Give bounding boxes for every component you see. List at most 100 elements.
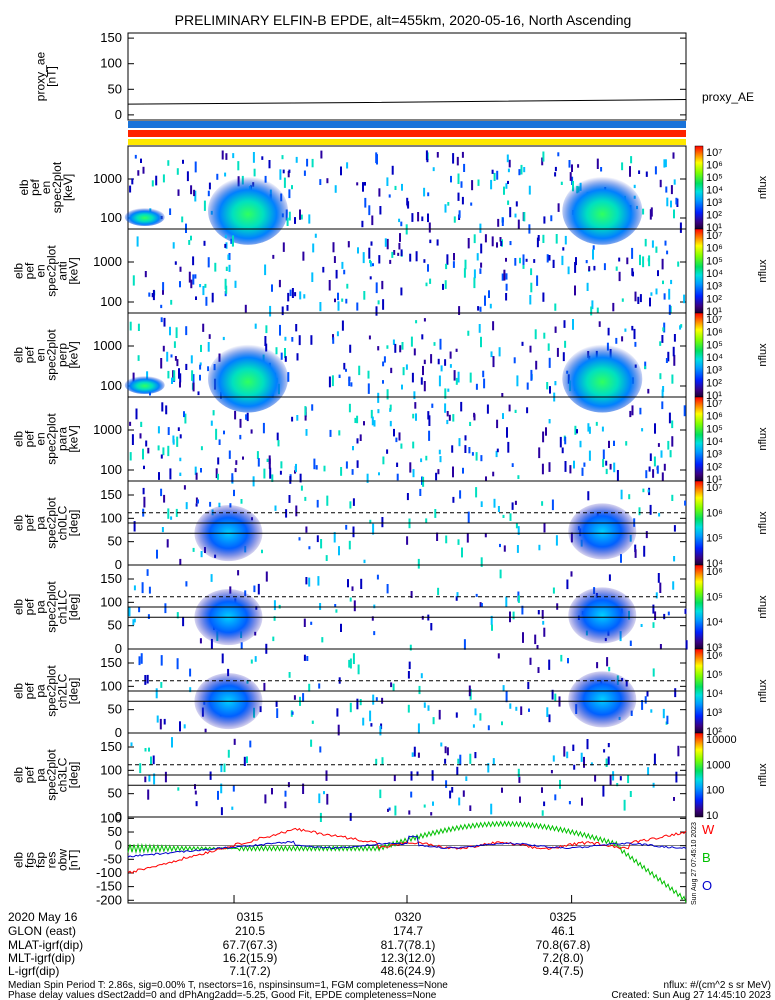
heatmap-pixel xyxy=(590,762,593,766)
colorbar-tick-label: 10⁵ xyxy=(706,591,723,603)
colorbar xyxy=(694,564,704,650)
heatmap-pixel xyxy=(649,297,651,307)
heatmap-pixel xyxy=(263,682,266,692)
footer-col3-l: 9.4(7.5) xyxy=(542,964,583,978)
heatmap-pixel xyxy=(345,368,347,372)
heatmap-pixel xyxy=(401,183,403,191)
heatmap-pixel xyxy=(417,212,420,222)
heatmap-pixel xyxy=(602,449,605,459)
heatmap-pixel xyxy=(572,319,574,330)
heatmap-pixel xyxy=(281,155,284,160)
heatmap-pixel xyxy=(306,656,309,661)
heatmap-pixel xyxy=(160,454,163,459)
colorbar-tick-label: 10 xyxy=(706,810,718,822)
heatmap-pixel xyxy=(543,332,546,339)
heatmap-pixel xyxy=(655,592,658,599)
y-tick-label: 150 xyxy=(100,487,122,502)
y-tick-label: 50 xyxy=(108,702,122,717)
heatmap-pixel xyxy=(284,790,287,797)
heatmap-pixel xyxy=(160,682,163,688)
heatmap-pixel xyxy=(252,152,255,163)
heatmap-pixel xyxy=(425,282,428,287)
heatmap-pixel xyxy=(131,434,134,445)
heatmap-pixel xyxy=(161,527,164,533)
heatmap-pixel xyxy=(188,271,191,283)
heatmap-pixel xyxy=(345,524,348,530)
heatmap-pixel xyxy=(621,336,624,342)
heatmap-pixel xyxy=(661,401,664,410)
heatmap-pixel xyxy=(550,215,553,222)
heatmap-pixel xyxy=(435,472,438,481)
heatmap-pixel xyxy=(607,327,610,336)
heatmap-pixel xyxy=(496,242,498,248)
heatmap-pixel xyxy=(368,205,371,216)
heatmap-pixel xyxy=(161,402,164,412)
heatmap-pixel xyxy=(343,269,346,275)
heatmap-pixel xyxy=(606,657,609,667)
heatmap-pixel xyxy=(287,782,290,788)
heatmap-pixel xyxy=(189,668,192,677)
heatmap-pixel xyxy=(657,443,660,447)
heatmap-pixel xyxy=(346,283,349,289)
heatmap-pixel xyxy=(132,619,135,626)
panel-label-line: spec2plot xyxy=(45,665,59,717)
heatmap-pixel xyxy=(207,190,210,197)
heatmap-pixel xyxy=(185,502,188,510)
heatmap-pixel xyxy=(425,150,428,161)
heatmap-pixel xyxy=(392,339,395,345)
heatmap-pixel xyxy=(388,194,391,198)
colorbar-tick-label: 10⁴ xyxy=(706,185,723,197)
heatmap-pixel xyxy=(275,700,278,707)
heatmap-pixel xyxy=(572,181,574,192)
heatmap-pixel xyxy=(518,776,521,783)
heatmap-pixel xyxy=(560,181,563,185)
heatmap-pixel xyxy=(245,414,248,420)
heatmap-pixel xyxy=(382,456,385,465)
colorbar-label: nflux xyxy=(757,511,769,535)
footer-col2-time: 0320 xyxy=(395,910,422,924)
heatmap-pixel xyxy=(143,465,145,470)
heatmap-pixel xyxy=(348,376,351,387)
heatmap-pixel xyxy=(320,539,323,549)
heatmap-pixel xyxy=(480,262,483,268)
heatmap-pixel xyxy=(569,465,572,474)
heatmap-pixel xyxy=(401,384,403,390)
heatmap-pixel xyxy=(626,257,629,265)
heatmap-blob xyxy=(568,587,637,644)
colorbar-label: nflux xyxy=(757,427,769,451)
panel-label-line: spec2plot xyxy=(45,749,59,801)
heatmap-pixel xyxy=(501,217,504,223)
heatmap-pixel xyxy=(522,264,525,269)
heatmap-pixel xyxy=(179,558,182,565)
heatmap-pixel xyxy=(541,787,543,793)
heatmap-pixel xyxy=(172,370,175,378)
heatmap-pixel xyxy=(215,428,218,440)
heatmap-pixel xyxy=(207,366,210,372)
colorbar-tick-label: 10⁵ xyxy=(706,255,723,267)
heatmap-pixel xyxy=(554,693,557,702)
heatmap-pixel xyxy=(484,295,486,306)
heatmap-pixel xyxy=(141,582,144,594)
heatmap-pixel xyxy=(371,416,374,426)
heatmap-pixel xyxy=(415,413,417,421)
heatmap-pixel xyxy=(190,355,193,364)
heatmap-pixel xyxy=(139,433,142,439)
panel-label-line: anti xyxy=(56,261,70,280)
footer-col3-mlt: 7.2(8.0) xyxy=(542,951,583,965)
heatmap-pixel xyxy=(491,624,493,631)
heatmap-pixel xyxy=(444,388,447,399)
heatmap-pixel xyxy=(490,615,493,625)
heatmap-pixel xyxy=(341,298,344,302)
heatmap-pixel xyxy=(479,602,482,607)
heatmap-pixel xyxy=(192,274,195,285)
y-tick-label: 0 xyxy=(115,838,122,853)
heatmap-pixel xyxy=(426,159,429,163)
heatmap-pixel xyxy=(629,791,632,797)
heatmap-pixel xyxy=(616,783,619,787)
heatmap-pixel xyxy=(459,754,462,766)
heatmap-pixel xyxy=(542,234,545,243)
heatmap-pixel xyxy=(423,381,426,392)
panel-label-line: pef xyxy=(23,262,37,279)
heatmap-pixel xyxy=(644,238,647,247)
heatmap-pixel xyxy=(359,434,362,441)
